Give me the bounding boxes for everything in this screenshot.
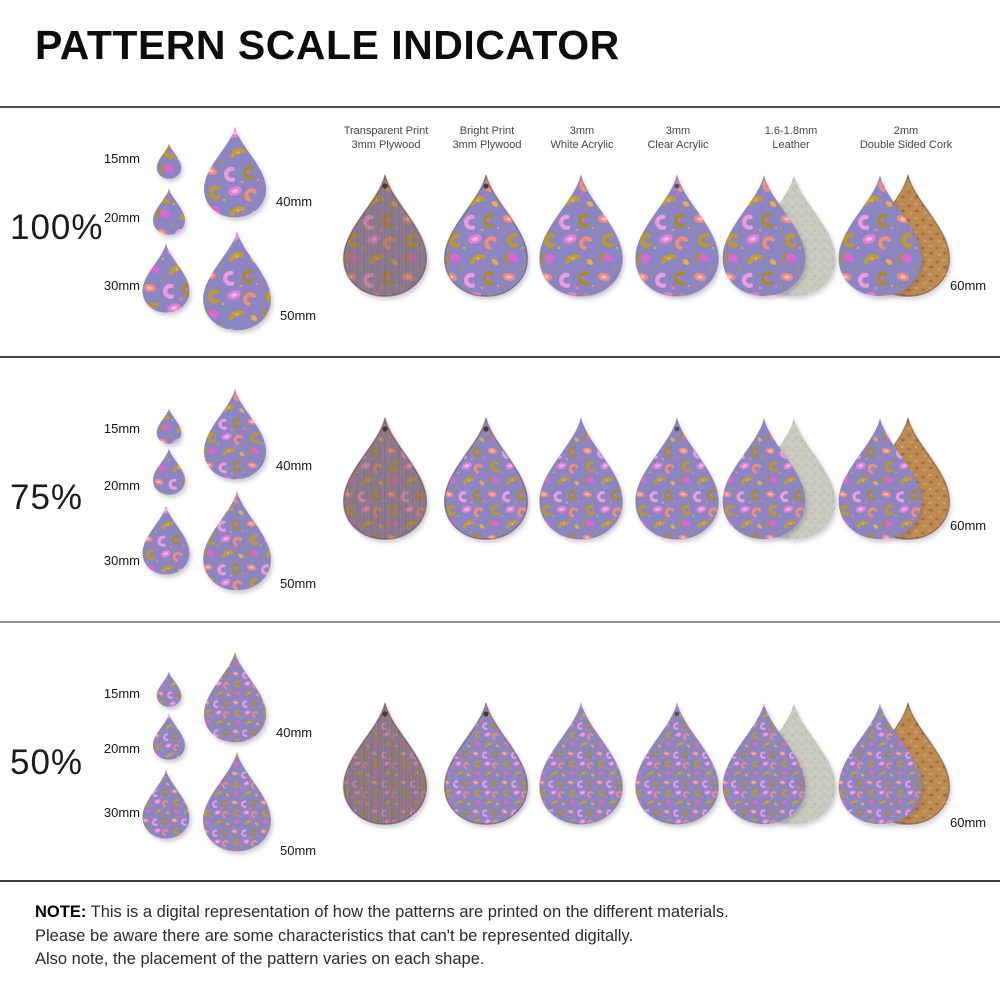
teardrop-15mm	[156, 671, 182, 707]
scale-label: 50%	[10, 743, 84, 782]
material-header-leather: 1.6-1.8mm Leather	[764, 125, 818, 151]
material-teardrop-leather	[722, 417, 806, 540]
section-divider	[0, 106, 1000, 108]
material-header-transparent-print-plywood: Transparent Print 3mm Plywood	[343, 125, 429, 151]
material-teardrop-transparent-print-plywood	[342, 417, 428, 540]
hanging-hole	[382, 426, 388, 432]
size-label-15mm: 15mm	[103, 421, 140, 436]
teardrop-40mm	[203, 388, 267, 480]
material-teardrop-clear-acrylic	[635, 174, 719, 297]
size-label-50mm: 50mm	[280, 308, 317, 323]
teardrop-50mm	[203, 490, 271, 591]
teardrop-40mm	[203, 651, 267, 743]
note-block: NOTE: This is a digital representation o…	[35, 901, 729, 972]
teardrop-20mm	[153, 188, 185, 235]
note-line-1: NOTE: This is a digital representation o…	[35, 903, 729, 921]
teardrop-40mm	[203, 126, 267, 218]
material-teardrop-bright-print-plywood	[443, 417, 529, 540]
teardrop-30mm	[142, 769, 190, 839]
size-label-15mm: 15mm	[103, 686, 140, 701]
material-teardrop-bright-print-plywood	[443, 174, 529, 297]
size-label-20mm: 20mm	[103, 741, 140, 756]
hanging-hole	[674, 183, 680, 189]
hanging-hole	[674, 711, 680, 717]
scale-row-50: 50% 15mm 20mm 30mm 40mm 50mm 60mm	[0, 623, 1000, 880]
hanging-hole	[382, 183, 388, 189]
size-label-40mm: 40mm	[276, 194, 313, 209]
hanging-hole	[382, 711, 388, 717]
size-label-40mm: 40mm	[276, 725, 313, 740]
material-teardrop-transparent-print-plywood	[342, 702, 428, 825]
material-teardrop-double-sided-cork	[838, 702, 922, 825]
scale-label: 100%	[10, 208, 104, 247]
teardrop-20mm	[153, 713, 185, 760]
material-header-bright-print-plywood: Bright Print 3mm Plywood	[452, 125, 522, 151]
size-label-20mm: 20mm	[103, 210, 140, 225]
teardrop-50mm	[203, 751, 271, 852]
material-teardrop-clear-acrylic	[635, 702, 719, 825]
material-teardrop-white-acrylic	[539, 702, 623, 825]
section-divider	[0, 880, 1000, 882]
size-label-20mm: 20mm	[103, 478, 140, 493]
size-label-60mm: 60mm	[950, 278, 987, 293]
material-header-white-acrylic: 3mm White Acrylic	[550, 125, 614, 151]
material-teardrop-transparent-print-plywood	[342, 174, 428, 297]
size-label-50mm: 50mm	[280, 576, 317, 591]
teardrop-15mm	[156, 408, 182, 444]
note-line-3: Also note, the placement of the pattern …	[35, 950, 485, 968]
teardrop-30mm	[142, 505, 190, 575]
scale-row-100: 100% 15mm 20mm 30mm 40mm 50mm 60mm	[0, 108, 1000, 356]
teardrop-20mm	[153, 448, 185, 495]
material-teardrop-white-acrylic	[539, 417, 623, 540]
size-label-15mm: 15mm	[103, 151, 140, 166]
material-teardrop-white-acrylic	[539, 174, 623, 297]
teardrop-30mm	[142, 243, 190, 313]
hanging-hole	[483, 426, 489, 432]
material-teardrop-double-sided-cork	[838, 174, 922, 297]
hanging-hole	[483, 183, 489, 189]
material-header-clear-acrylic: 3mm Clear Acrylic	[647, 125, 709, 151]
size-label-30mm: 30mm	[103, 553, 140, 568]
size-label-30mm: 30mm	[103, 278, 140, 293]
size-label-60mm: 60mm	[950, 815, 987, 830]
note-label: NOTE:	[35, 903, 87, 921]
hanging-hole	[483, 711, 489, 717]
teardrop-50mm	[203, 230, 271, 331]
material-teardrop-bright-print-plywood	[443, 702, 529, 825]
section-divider	[0, 621, 1000, 623]
section-divider	[0, 356, 1000, 358]
material-teardrop-double-sided-cork	[838, 417, 922, 540]
size-label-60mm: 60mm	[950, 518, 987, 533]
page-title: PATTERN SCALE INDICATOR	[35, 22, 620, 68]
scale-label: 75%	[10, 478, 84, 517]
note-line-2: Please be aware there are some character…	[35, 926, 634, 945]
size-label-40mm: 40mm	[276, 458, 313, 473]
size-label-30mm: 30mm	[103, 805, 140, 820]
teardrop-15mm	[156, 143, 182, 179]
material-teardrop-leather	[722, 174, 806, 297]
material-teardrop-clear-acrylic	[635, 417, 719, 540]
size-label-50mm: 50mm	[280, 843, 317, 858]
material-header-double-sided-cork: 2mm Double Sided Cork	[859, 125, 953, 151]
scale-row-75: 75% 15mm 20mm 30mm 40mm 50mm 60mm	[0, 358, 1000, 621]
material-teardrop-leather	[722, 702, 806, 825]
hanging-hole	[674, 426, 680, 432]
